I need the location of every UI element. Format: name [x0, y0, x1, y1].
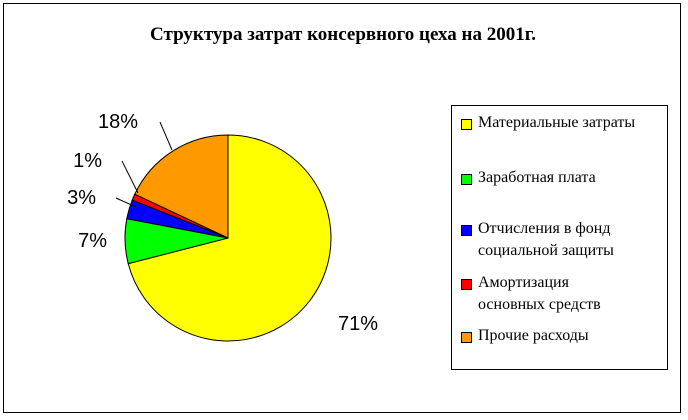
leader-line: [159, 121, 173, 151]
legend-swatch-2: [461, 225, 472, 236]
pie-slice: [134, 134, 229, 239]
legend-label-line: Отчисления в фонд: [478, 220, 611, 237]
legend-swatch-4: [461, 332, 472, 343]
data-label: 18%: [98, 111, 138, 133]
legend-label: Материальные затраты: [478, 112, 664, 134]
legend-swatch-0: [461, 119, 472, 130]
legend-label-line: Амортизация: [478, 274, 569, 291]
legend-swatch-1: [461, 174, 472, 185]
data-label: 7%: [78, 230, 107, 252]
legend-label: Заработная плата: [478, 167, 664, 189]
legend: Материальные затраты Заработная плата От…: [451, 105, 668, 370]
data-label: 1%: [73, 150, 102, 172]
legend-label-line: социальной защиты: [478, 242, 614, 259]
chart-title: Структура затрат консервного цеха на 200…: [150, 24, 536, 45]
chart-area: Структура затрат консервного цеха на 200…: [3, 3, 681, 413]
pie-slice: [127, 134, 332, 342]
leader-line: [121, 160, 139, 194]
pie-chart: 71% 7% 3% 1% 18%: [67, 111, 378, 342]
legend-label-line: основных средств: [478, 296, 601, 313]
legend-label-line: Прочие расходы: [478, 327, 589, 344]
leader-line: [115, 197, 137, 208]
data-label: 3%: [67, 187, 96, 209]
legend-label: Амортизация основных средств: [478, 272, 664, 316]
legend-label-line: Материальные затраты: [478, 114, 636, 131]
legend-label: Отчисления в фонд социальной защиты: [478, 218, 664, 262]
data-label: 71%: [338, 313, 378, 335]
legend-label: Прочие расходы: [478, 325, 664, 347]
legend-label-line: Заработная плата: [478, 169, 596, 186]
legend-swatch-3: [461, 279, 472, 290]
